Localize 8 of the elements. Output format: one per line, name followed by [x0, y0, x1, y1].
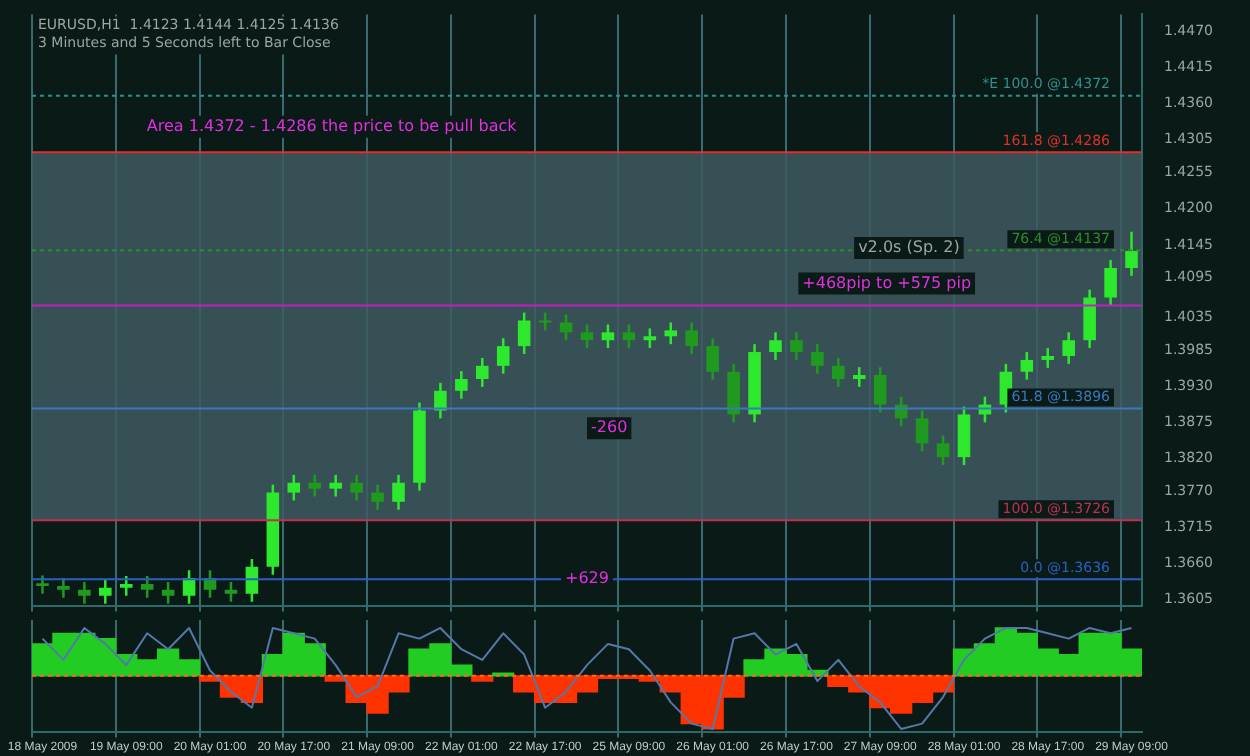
- annotation: -260: [591, 418, 628, 437]
- annotation: v2.0s (Sp. 2): [858, 238, 960, 257]
- annotation: +468pip to +575 pip: [802, 273, 972, 292]
- annotation: Area 1.4372 - 1.4286 the price to be pull back: [146, 116, 518, 135]
- candlestick: [1041, 348, 1055, 368]
- annotation: +629: [565, 569, 609, 588]
- candlestick: [36, 575, 49, 594]
- candlestick: [852, 367, 866, 387]
